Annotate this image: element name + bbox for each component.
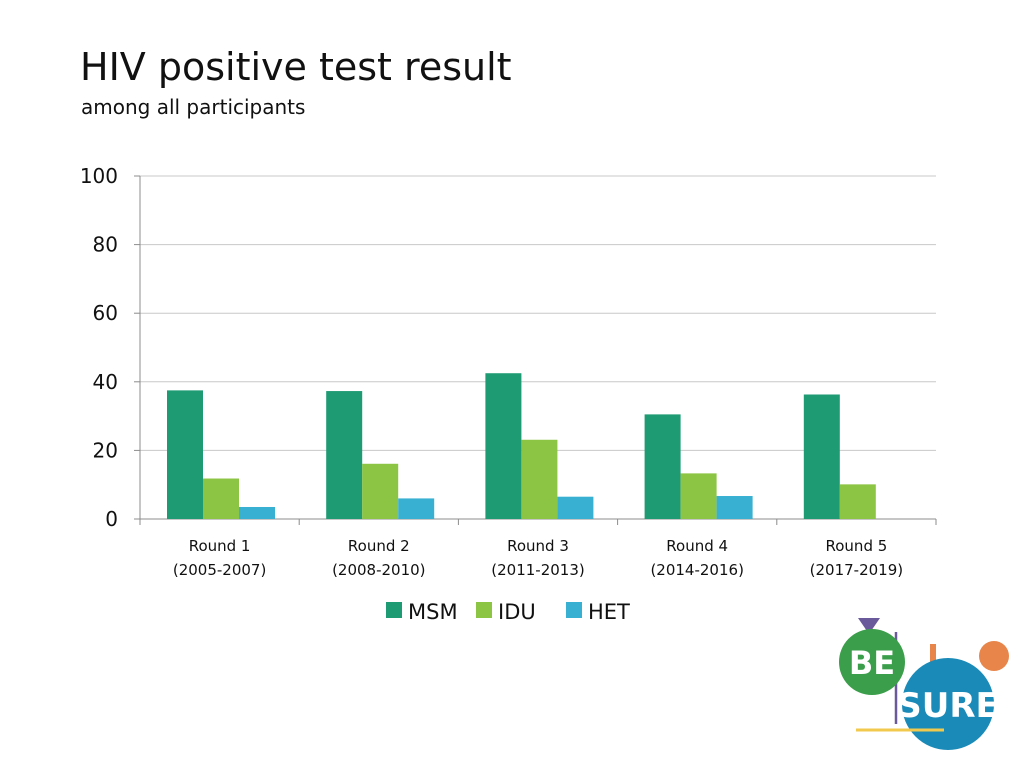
besure-logo: BE SURE <box>839 618 1009 750</box>
bar-chart: 0 20 40 60 80 100 Round 1 (2005-2007) Round 2 (2… <box>80 164 937 624</box>
x-tick-labels: Round 1 (2005-2007) Round 2 (2008-2010) Roun… <box>173 537 903 579</box>
y-tick-label: 0 <box>105 507 118 531</box>
y-tick-label: 80 <box>93 233 118 257</box>
x-tick-label: (2017-2019) <box>810 561 903 579</box>
legend-label-msm: MSM <box>408 600 458 624</box>
logo-blue-circle <box>902 658 994 750</box>
bar-msm <box>485 373 522 519</box>
x-tick-label: Round 1 <box>189 537 251 555</box>
x-tick-label: (2011-2013) <box>491 561 584 579</box>
legend: MSM IDU HET <box>386 600 630 624</box>
y-tick-label: 60 <box>93 301 118 325</box>
y-tick-label: 100 <box>80 164 118 188</box>
bar-msm <box>803 394 840 519</box>
logo-triangle <box>858 618 880 634</box>
bar-idu <box>680 473 717 519</box>
legend-swatch-msm <box>386 602 402 618</box>
logo-green-circle <box>839 629 905 695</box>
x-tick-label: (2005-2007) <box>173 561 266 579</box>
y-tick-label: 40 <box>93 370 118 394</box>
legend-swatch-het <box>566 602 582 618</box>
bar-idu <box>839 484 876 519</box>
legend-label-het: HET <box>588 600 630 624</box>
bar-idu <box>362 463 399 519</box>
chart-title: HIV positive test result <box>80 45 512 89</box>
bar-het <box>239 506 275 519</box>
bar-msm <box>167 390 203 519</box>
logo-orange-bar <box>930 644 936 664</box>
x-tick-label: (2008-2010) <box>332 561 425 579</box>
x-tick-label: (2014-2016) <box>650 561 743 579</box>
chart-subtitle: among all participants <box>81 95 306 119</box>
x-tick-label: Round 2 <box>348 537 410 555</box>
x-tick-label: Round 3 <box>507 537 569 555</box>
bars <box>167 373 876 519</box>
bar-msm <box>326 391 363 519</box>
legend-label-idu: IDU <box>498 600 536 624</box>
bar-het <box>557 496 594 519</box>
bar-het <box>716 496 753 519</box>
logo-orange-circle <box>979 641 1009 671</box>
legend-swatch-idu <box>476 602 492 618</box>
bar-idu <box>521 439 558 519</box>
x-tick-label: Round 5 <box>826 537 888 555</box>
logo-be-text: BE <box>849 644 895 682</box>
x-tick-label: Round 4 <box>666 537 728 555</box>
bar-msm <box>644 414 681 519</box>
logo-sure-text: SURE <box>897 686 999 726</box>
bar-het <box>398 498 435 519</box>
y-tick-label: 20 <box>93 438 118 462</box>
bar-idu <box>203 478 239 519</box>
